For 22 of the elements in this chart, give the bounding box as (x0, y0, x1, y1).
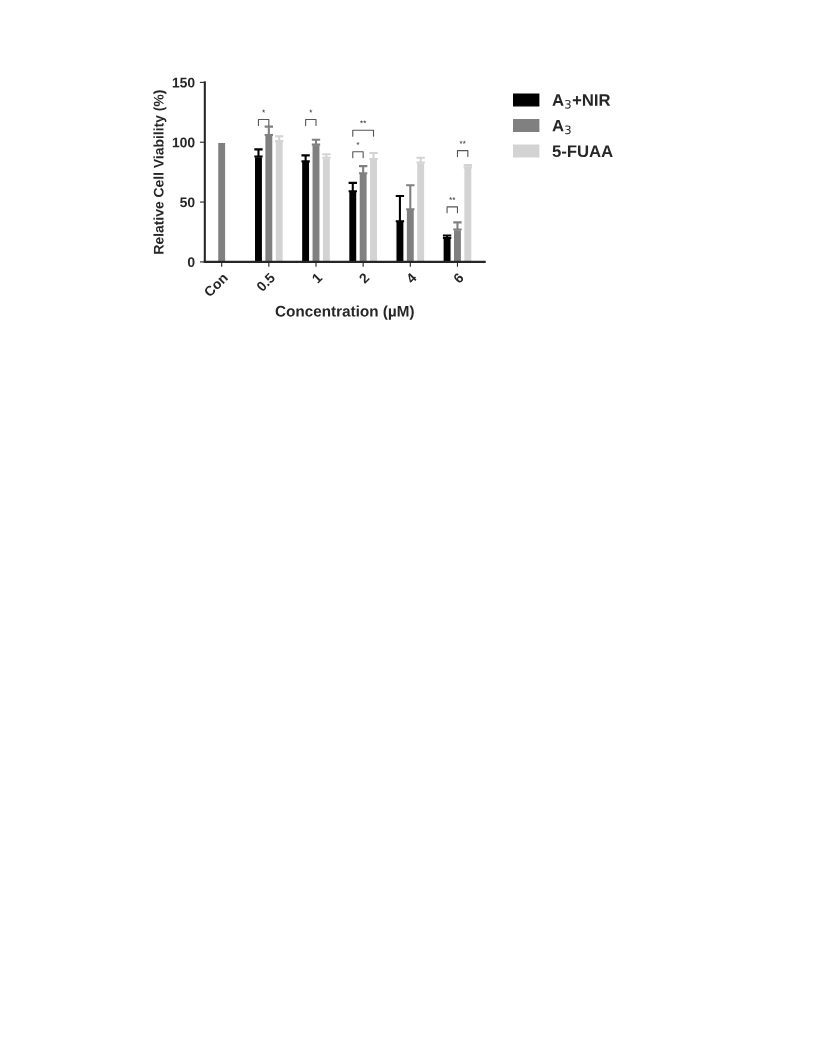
annotation: ** (449, 196, 456, 200)
legend-label: 5-FUAA (552, 145, 613, 158)
annotation: * (262, 109, 266, 113)
bar (216, 141, 227, 262)
y-tick-label: 100 (172, 137, 195, 148)
x-tick-label: 2 (358, 272, 370, 284)
y-axis-title: Relative Cell Viability (%) (153, 90, 167, 254)
annotation: * (356, 141, 360, 145)
y-tick-label: 0 (187, 257, 195, 268)
x-tick-label: 6 (452, 272, 465, 284)
annotation: * (309, 109, 313, 113)
x-tick-label: Con (203, 272, 229, 298)
x-tick-label: 4 (405, 272, 418, 285)
x-tick-label: 1 (311, 272, 323, 284)
legend-label: A$_{3}$+NIR (552, 94, 611, 109)
legend-label: A$_{3}$ (552, 119, 571, 135)
x-tick-label: 0.5 (255, 272, 276, 293)
annotation: ** (459, 140, 466, 144)
y-tick-label: 150 (172, 77, 195, 88)
x-axis-title: Concentration (µM) (275, 305, 414, 320)
annotation: ** (360, 120, 367, 124)
y-tick-label: 50 (180, 197, 195, 208)
